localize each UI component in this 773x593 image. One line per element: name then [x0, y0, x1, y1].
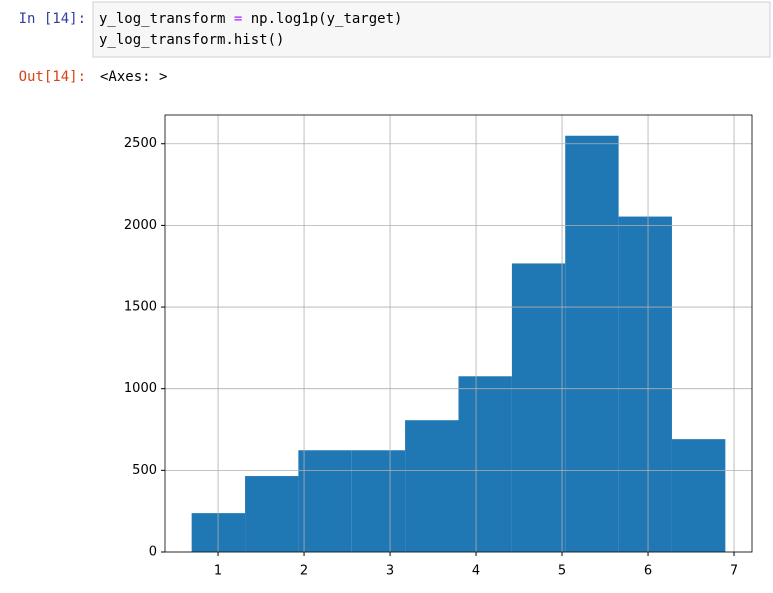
code-cell[interactable] [92, 1, 771, 58]
bar [671, 439, 726, 552]
x-tick-label: 2 [300, 564, 308, 579]
y-tick-label: 1000 [124, 381, 157, 396]
y-tick-label: 500 [132, 463, 157, 478]
chart: 1 2 3 4 5 6 7 0 500 1000 1500 2000 2500 [124, 114, 753, 579]
code-token: np.log1p(y_target) [242, 11, 402, 27]
x-tick-label: 1 [214, 564, 222, 579]
bar [405, 420, 459, 552]
code-token: y_log_transform [99, 11, 234, 27]
input-prompt: In [14]: [19, 11, 86, 27]
y-tick-label: 2500 [124, 136, 157, 151]
plot-frame [164, 114, 753, 553]
bar [351, 450, 406, 552]
bar [618, 216, 672, 552]
code-line: y_log_transform = np.log1p(y_target) [99, 11, 402, 27]
y-tick-label: 1500 [124, 300, 157, 315]
y-tick-label: 2000 [124, 218, 157, 233]
x-tick-label: 6 [644, 564, 652, 579]
x-tick-label: 5 [558, 564, 566, 579]
output-text: <Axes: > [100, 69, 167, 85]
bar [458, 376, 512, 552]
code-operator: = [234, 11, 242, 27]
bar [245, 476, 299, 552]
code-token: y_log_transform.hist() [99, 32, 284, 48]
bar [511, 263, 566, 552]
y-tick-label: 0 [149, 545, 157, 560]
output-prompt: Out[14]: [19, 69, 86, 85]
x-tick-label: 4 [472, 564, 480, 579]
code-line: y_log_transform.hist() [99, 32, 284, 48]
bar [298, 450, 352, 552]
bar [565, 135, 619, 552]
x-tick-label: 7 [730, 564, 738, 579]
x-tick-label: 3 [386, 564, 394, 579]
